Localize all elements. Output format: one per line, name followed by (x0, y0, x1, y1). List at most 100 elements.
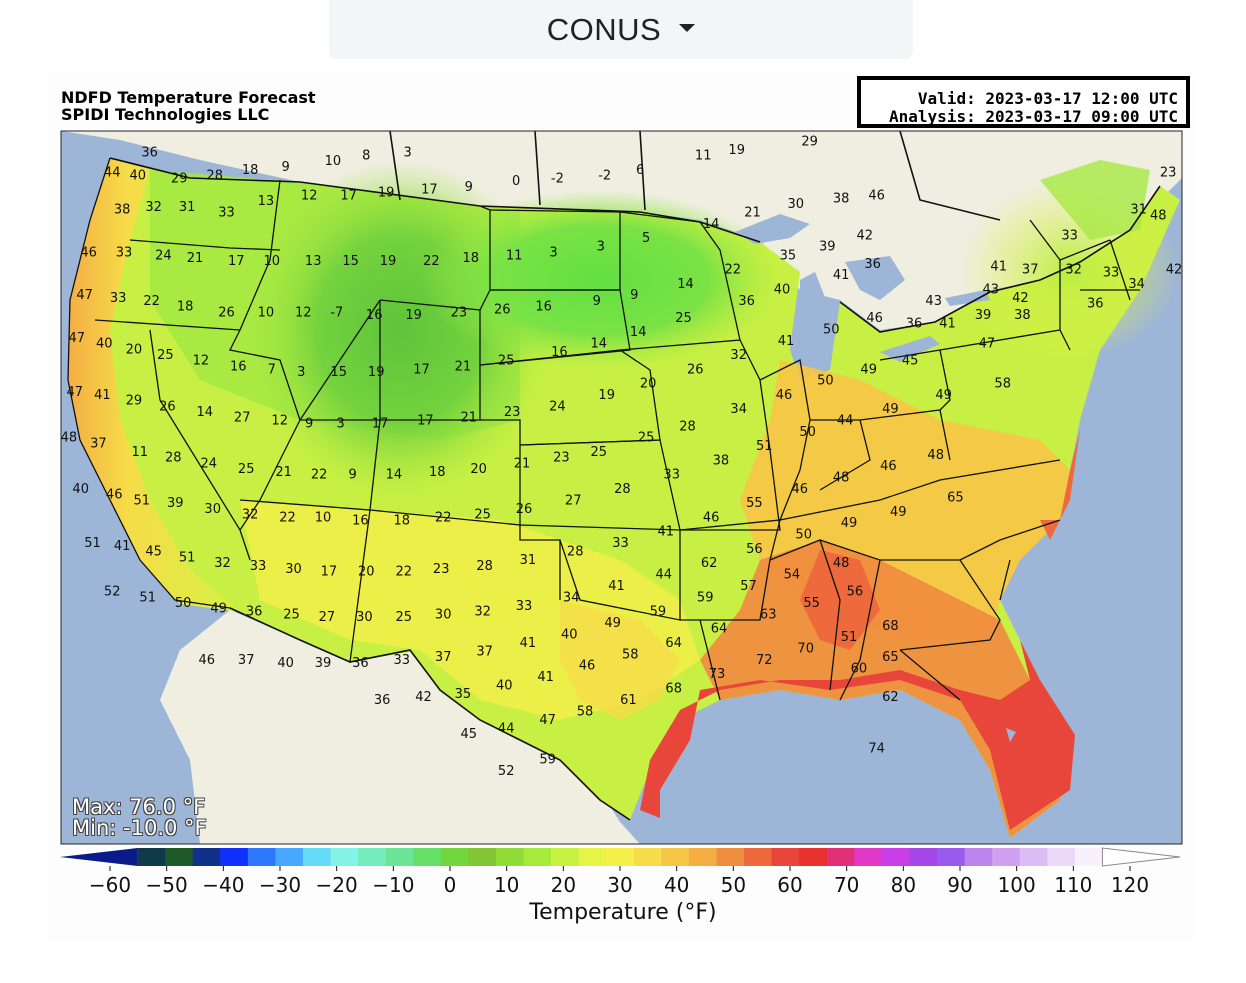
station-value: 9 (305, 416, 313, 431)
station-value: 23 (433, 562, 450, 577)
chart-header: NDFD Temperature Forecast SPIDI Technolo… (61, 89, 316, 123)
colorbar-swatch (523, 848, 552, 866)
station-value: 49 (210, 602, 227, 617)
colorbar-tick-label: −10 (372, 873, 414, 897)
colorbar-tick-label: 30 (607, 873, 632, 897)
station-value: 13 (305, 254, 322, 269)
station-value: 43 (983, 283, 1000, 298)
station-value: 46 (579, 659, 596, 674)
colorbar-tick-label: 60 (777, 873, 802, 897)
station-value: 30 (788, 197, 805, 212)
colorbar-tick-label: 90 (947, 873, 972, 897)
station-value: 37 (238, 653, 255, 668)
colorbar-tick-label: −20 (316, 873, 358, 897)
station-value: 3 (297, 365, 305, 380)
station-value: 41 (520, 636, 537, 651)
station-value: 41 (658, 525, 675, 540)
station-value: 20 (358, 565, 375, 580)
station-value: 26 (516, 502, 533, 517)
country-borders (109, 131, 1161, 821)
station-value: 31 (179, 200, 196, 215)
caret-down-icon (679, 23, 696, 32)
station-value: 35 (455, 687, 472, 702)
gulf-coast-hot-band (640, 640, 1075, 830)
provider-name: SPIDI Technologies LLC (61, 105, 270, 124)
station-value: 21 (187, 251, 204, 266)
colorbar-swatch (744, 848, 773, 866)
colorbar-swatch (578, 848, 607, 866)
station-value: 46 (106, 488, 123, 503)
station-value: 48 (927, 448, 944, 463)
station-value: 41 (833, 268, 850, 283)
station-value: 34 (1128, 277, 1145, 292)
station-value: 22 (396, 565, 413, 580)
station-value: 17 (321, 565, 338, 580)
min-temp: Min: -10.0 °F (72, 816, 207, 840)
station-value: 14 (591, 337, 608, 352)
colorbar-swatch (606, 848, 635, 866)
station-value: 38 (1014, 308, 1031, 323)
colorbar-swatch (1101, 847, 1181, 867)
station-value: 18 (463, 251, 480, 266)
station-value: 12 (295, 305, 312, 320)
station-value: 38 (114, 203, 131, 218)
pacific-warm-band (68, 158, 240, 612)
colorbar-swatch (468, 848, 497, 866)
station-value: 21 (455, 359, 472, 374)
station-value: 73 (709, 667, 726, 682)
station-value: 14 (703, 217, 720, 232)
station-value: 36 (141, 146, 158, 161)
station-value: 51 (84, 536, 101, 551)
station-value: 16 (230, 359, 247, 374)
station-value: 41 (608, 579, 625, 594)
station-value: 24 (201, 456, 218, 471)
extremes-box: Max: 76.0 °F Min: -10.0 °F (72, 797, 207, 839)
station-value: 23 (451, 305, 468, 320)
station-value: 32 (145, 200, 162, 215)
station-value: 42 (1166, 263, 1183, 278)
station-value: 45 (902, 354, 919, 369)
station-value: 36 (246, 605, 263, 620)
station-value: 51 (756, 439, 773, 454)
station-value: 46 (880, 459, 897, 474)
colorbar-tick-label: −60 (89, 873, 131, 897)
colorbar-swatch (881, 848, 910, 866)
station-value: -2 (551, 171, 564, 186)
station-value: 36 (738, 294, 755, 309)
station-value: 18 (394, 513, 411, 528)
station-value: 19 (598, 388, 615, 403)
colorbar-swatch (771, 848, 800, 866)
station-value: 16 (366, 308, 383, 323)
colorbar-swatch (60, 848, 138, 866)
station-value: 16 (535, 300, 552, 315)
colorbar-swatch (385, 848, 414, 866)
colorbar-swatch (247, 848, 276, 866)
station-value: 27 (234, 411, 251, 426)
colorbar-tick-label: 100 (998, 873, 1036, 897)
colorbar-label: Temperature (°F) (529, 900, 717, 925)
station-value: 23 (1160, 166, 1177, 181)
station-value: 40 (96, 337, 113, 352)
colorbar-swatch (716, 848, 745, 866)
station-value: 18 (429, 465, 446, 480)
station-value: 46 (703, 511, 720, 526)
station-value: 3 (597, 240, 605, 255)
station-value: 42 (415, 690, 432, 705)
station-value: 55 (746, 496, 763, 511)
station-value: 9 (281, 160, 289, 175)
station-value: 58 (994, 377, 1011, 392)
station-value: 46 (199, 653, 216, 668)
region-selector[interactable]: CONUS (329, 0, 913, 59)
station-value: 56 (746, 542, 763, 557)
station-value: 34 (730, 402, 747, 417)
station-value: 72 (756, 653, 773, 668)
station-value: 17 (421, 183, 438, 198)
station-value: 5 (642, 231, 650, 246)
station-value: 49 (882, 402, 899, 417)
station-value: 40 (561, 627, 578, 642)
station-value: 49 (860, 362, 877, 377)
maine-cool-zone (1040, 160, 1150, 240)
lake-erie (880, 336, 940, 362)
colorbar-swatch (495, 848, 525, 866)
station-value: 44 (656, 568, 673, 583)
